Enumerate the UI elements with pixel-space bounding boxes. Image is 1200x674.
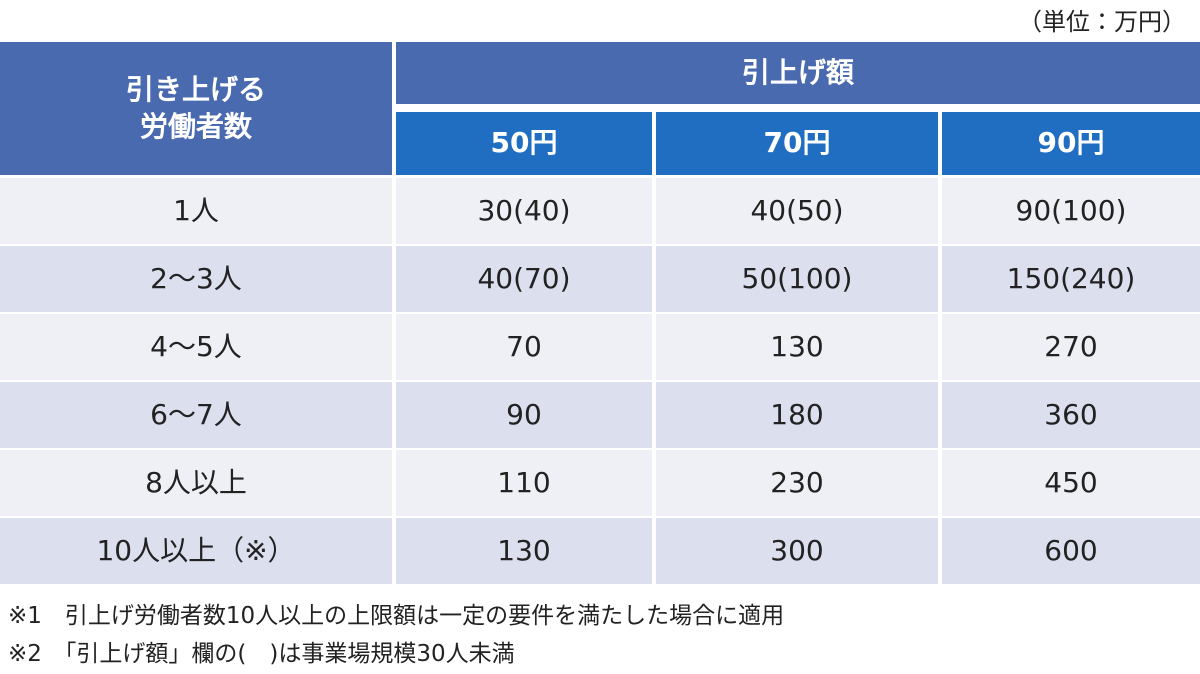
row-header: 6〜7人 [0, 382, 392, 448]
table-cell: 130 [656, 314, 938, 380]
footnote: ※2 「引上げ額」欄の( )は事業場規模30人未満 [8, 641, 515, 667]
table-cell: 40(70) [396, 246, 652, 312]
row-header: 1人 [0, 178, 392, 244]
table-cell: 300 [656, 518, 938, 584]
column-header: 70円 [656, 112, 938, 175]
row-header: 2〜3人 [0, 246, 392, 312]
table-cell: 70 [396, 314, 652, 380]
table-cell: 110 [396, 450, 652, 516]
table-cell: 360 [942, 382, 1200, 448]
table-cell: 90 [396, 382, 652, 448]
row-header: 8人以上 [0, 450, 392, 516]
corner-header: 引き上げる 労働者数 [0, 42, 392, 175]
table-cell: 30(40) [396, 178, 652, 244]
column-header: 50円 [396, 112, 652, 175]
unit-label: （単位：万円） [1018, 8, 1186, 36]
table-cell: 450 [942, 450, 1200, 516]
corner-header-line: 引き上げる [125, 73, 266, 107]
table-cell: 150(240) [942, 246, 1200, 312]
row-header: 4〜5人 [0, 314, 392, 380]
table-cell: 600 [942, 518, 1200, 584]
row-header: 10人以上（※） [0, 518, 392, 584]
table-cell: 230 [656, 450, 938, 516]
corner-header-line: 労働者数 [139, 109, 252, 143]
table-cell: 90(100) [942, 178, 1200, 244]
footnote: ※1 引上げ労働者数10人以上の上限額は一定の要件を満たした場合に適用 [8, 603, 785, 629]
table-cell: 270 [942, 314, 1200, 380]
table-cell: 180 [656, 382, 938, 448]
table-cell: 40(50) [656, 178, 938, 244]
table-cell: 50(100) [656, 246, 938, 312]
column-header: 90円 [942, 112, 1200, 175]
group-header: 引上げ額 [396, 42, 1200, 104]
table-cell: 130 [396, 518, 652, 584]
